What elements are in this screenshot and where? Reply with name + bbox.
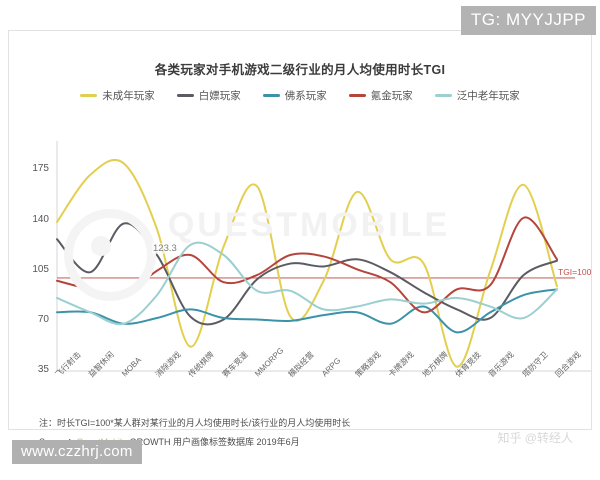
legend-item-1[interactable]: 白嫖玩家 [176, 88, 241, 103]
series-line-4[interactable] [56, 241, 558, 326]
chart-legend: 未成年玩家 白嫖玩家 佛系玩家 氪金玩家 泛中老年玩家 [9, 88, 591, 103]
questmobile-ring-watermark [64, 209, 156, 301]
baseline-label: TGI=100 [558, 267, 592, 277]
y-axis-tick-1: 70 [37, 313, 49, 325]
chart-card: 各类玩家对手机游戏二级行业的月人均使用时长TGI 未成年玩家 白嫖玩家 佛系玩家 氪金… [8, 30, 593, 447]
legend-item-3[interactable]: 氪金玩家 [348, 88, 413, 103]
data-point-label-1233: 123.3 [152, 243, 178, 254]
legend-item-label: 泛中老年玩家 [456, 90, 520, 102]
y-axis-tick-2: 105 [32, 263, 49, 275]
series-line-2[interactable] [56, 288, 558, 334]
x-axis-labels: 飞行射击 益智休闲 MOBA 消除游戏 传统棋牌 赛车竞速 MMORPG 模拟经营 ARPG 策略… [9, 346, 593, 421]
legend-item-4[interactable]: 泛中老年玩家 [434, 88, 520, 103]
legend-item-label: 白嫖玩家 [198, 90, 241, 102]
page-title: 各类玩家对手机游戏二级行业的月人均使用时长TGI [154, 63, 446, 77]
y-axis-tick-0: 35 [37, 364, 49, 375]
legend-swatch-icon [348, 94, 366, 97]
y-axis-tick-3: 140 [32, 213, 49, 225]
plot-area: 35 70 105 140 175 [9, 31, 593, 431]
attribution-label: 知乎 @转经人 [497, 431, 573, 445]
y-axis-tick-4: 175 [32, 163, 49, 175]
site-watermark: www.czzhrj.com [12, 440, 142, 464]
tg-badge: TG: MYYJJPP [460, 6, 596, 35]
legend-swatch-icon [176, 94, 194, 97]
series-line-0[interactable] [56, 158, 558, 368]
legend-item-2[interactable]: 佛系玩家 [262, 88, 327, 103]
note-definition: 注：时长TGI=100*某人群对某行业的月人均使用时长/该行业的月人均使用时长 [39, 418, 351, 428]
source-rest: GROWTH 用户画像标签数据库 2019年6月 [127, 437, 300, 447]
legend-swatch-icon [80, 94, 98, 97]
legend-item-label: 未成年玩家 [102, 90, 155, 102]
legend-swatch-icon [262, 94, 280, 97]
legend-swatch-icon [434, 94, 452, 97]
legend-item-0[interactable]: 未成年玩家 [80, 88, 155, 103]
legend-item-label: 佛系玩家 [284, 90, 327, 102]
legend-item-label: 氪金玩家 [370, 90, 413, 102]
